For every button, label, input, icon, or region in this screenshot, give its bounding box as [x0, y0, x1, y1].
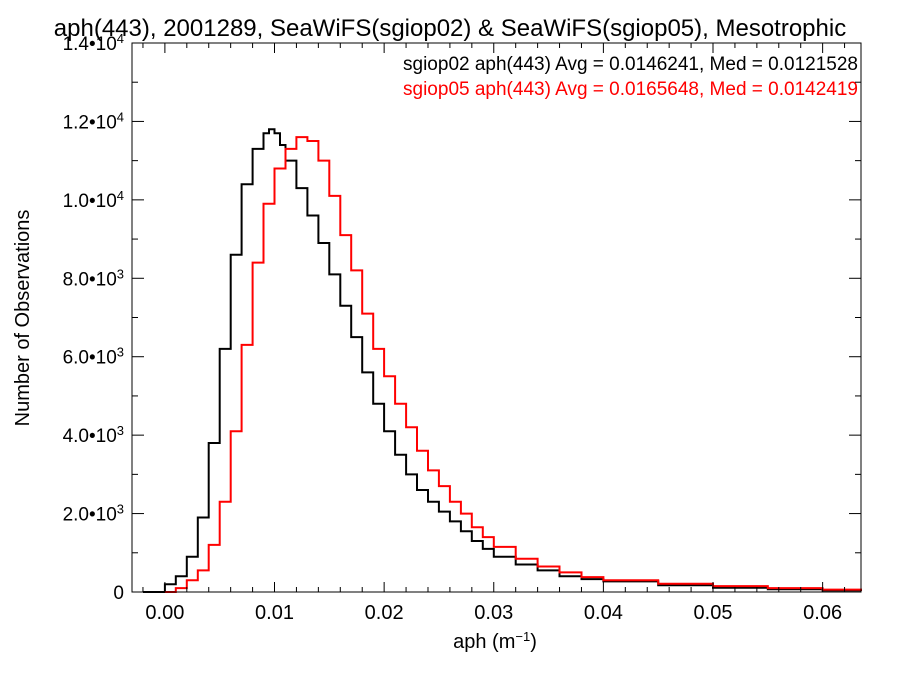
- series-line-2: [164, 136, 862, 593]
- x-tick-label: 0.00: [145, 602, 184, 624]
- legend-entry-1: sgiop02 aph(443) Avg = 0.0146241, Med = …: [403, 54, 858, 75]
- y-tick-label: 4.0•103: [63, 423, 124, 448]
- y-tick-label: 6.0•103: [63, 344, 124, 369]
- y-tick-label: 8.0•103: [63, 266, 124, 291]
- x-tick-label: 0.05: [694, 602, 733, 624]
- legend-entry-2: sgiop05 aph(443) Avg = 0.0165648, Med = …: [403, 79, 858, 100]
- y-axis-label: Number of Observations: [12, 210, 34, 427]
- y-tick-label: 1.2•104: [63, 109, 124, 134]
- y-tick-label: 1.4•104: [63, 31, 124, 56]
- x-tick-label: 0.03: [474, 602, 513, 624]
- x-tick-label: 0.06: [803, 602, 842, 624]
- y-tick-label: 2.0•103: [63, 501, 124, 526]
- legend: sgiop02 aph(443) Avg = 0.0146241, Med = …: [403, 54, 858, 100]
- x-tick-label: 0.02: [365, 602, 404, 624]
- y-tick-label: 1.0•104: [63, 187, 124, 212]
- x-axis-label: aph (m−1): [453, 629, 537, 654]
- plot-frame: [131, 42, 862, 593]
- y-tick-label: 0: [113, 583, 124, 604]
- x-tick-label: 0.01: [255, 602, 294, 624]
- x-tick-label: 0.04: [584, 602, 623, 624]
- plot-area: 0.00 0.01 0.02 0.03 0.04 0.05 0.06 0 2.0•103 4.0•…: [63, 31, 862, 624]
- chart-title: aph(443), 2001289, SeaWiFS(sgiop02) & Se…: [54, 15, 846, 42]
- series-line-1: [143, 128, 862, 593]
